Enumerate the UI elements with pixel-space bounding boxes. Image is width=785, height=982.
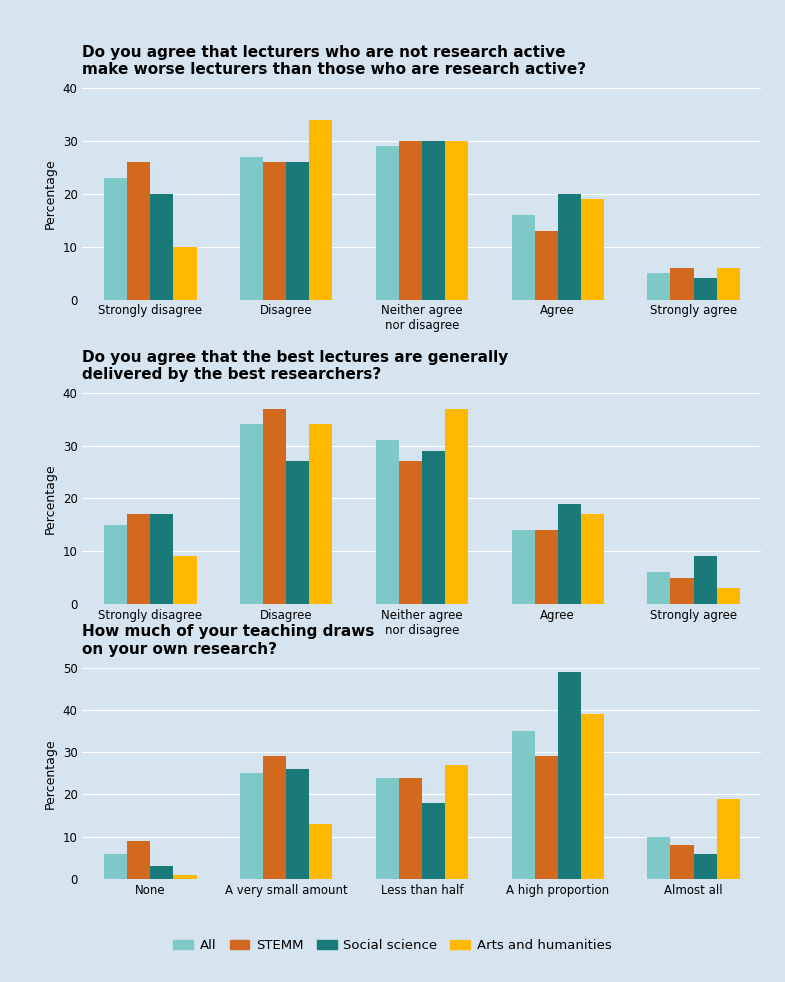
Bar [263,409,286,604]
Bar [512,731,535,879]
Bar [445,141,468,300]
Bar [422,451,445,604]
Bar [648,273,670,300]
Bar [512,215,535,300]
Y-axis label: Percentage: Percentage [44,464,57,533]
Bar [263,162,286,300]
Bar [150,866,173,879]
Bar [173,875,196,879]
Bar [376,146,399,300]
Bar [399,462,422,604]
Bar [581,714,604,879]
Bar [694,853,717,879]
Bar [535,231,557,300]
Bar [648,837,670,879]
Bar [173,246,196,300]
Y-axis label: Percentage: Percentage [44,159,57,229]
Bar [422,141,445,300]
Bar [581,199,604,300]
Bar [445,765,468,879]
Bar [445,409,468,604]
Bar [150,194,173,300]
Bar [309,424,332,604]
Bar [104,524,127,604]
Bar [104,178,127,300]
Bar [717,268,739,300]
Bar [670,577,694,604]
Bar [240,157,263,300]
Y-axis label: Percentage: Percentage [44,738,57,808]
Bar [104,853,127,879]
Text: Do you agree that lecturers who are not research active
make worse lecturers tha: Do you agree that lecturers who are not … [82,45,586,78]
Bar [717,588,739,604]
Bar [286,162,309,300]
Bar [240,424,263,604]
Bar [240,774,263,879]
Bar [309,120,332,300]
Bar [263,756,286,879]
Bar [535,530,557,604]
Bar [422,803,445,879]
Bar [557,194,581,300]
Bar [173,557,196,604]
Bar [286,462,309,604]
Bar [150,515,173,604]
Bar [512,530,535,604]
Bar [399,141,422,300]
Bar [694,279,717,300]
Bar [670,846,694,879]
Bar [286,769,309,879]
Bar [535,756,557,879]
Bar [717,798,739,879]
Text: Do you agree that the best lectures are generally
delivered by the best research: Do you agree that the best lectures are … [82,350,509,382]
Text: How much of your teaching draws
on your own research?: How much of your teaching draws on your … [82,625,374,657]
Bar [127,162,150,300]
Bar [581,515,604,604]
Bar [127,841,150,879]
Bar [557,504,581,604]
Bar [694,557,717,604]
Bar [376,778,399,879]
Bar [670,268,694,300]
Bar [127,515,150,604]
Bar [648,573,670,604]
Legend: All, STEMM, Social science, Arts and humanities: All, STEMM, Social science, Arts and hum… [168,934,617,957]
Bar [557,672,581,879]
Bar [399,778,422,879]
Bar [376,440,399,604]
Bar [309,824,332,879]
